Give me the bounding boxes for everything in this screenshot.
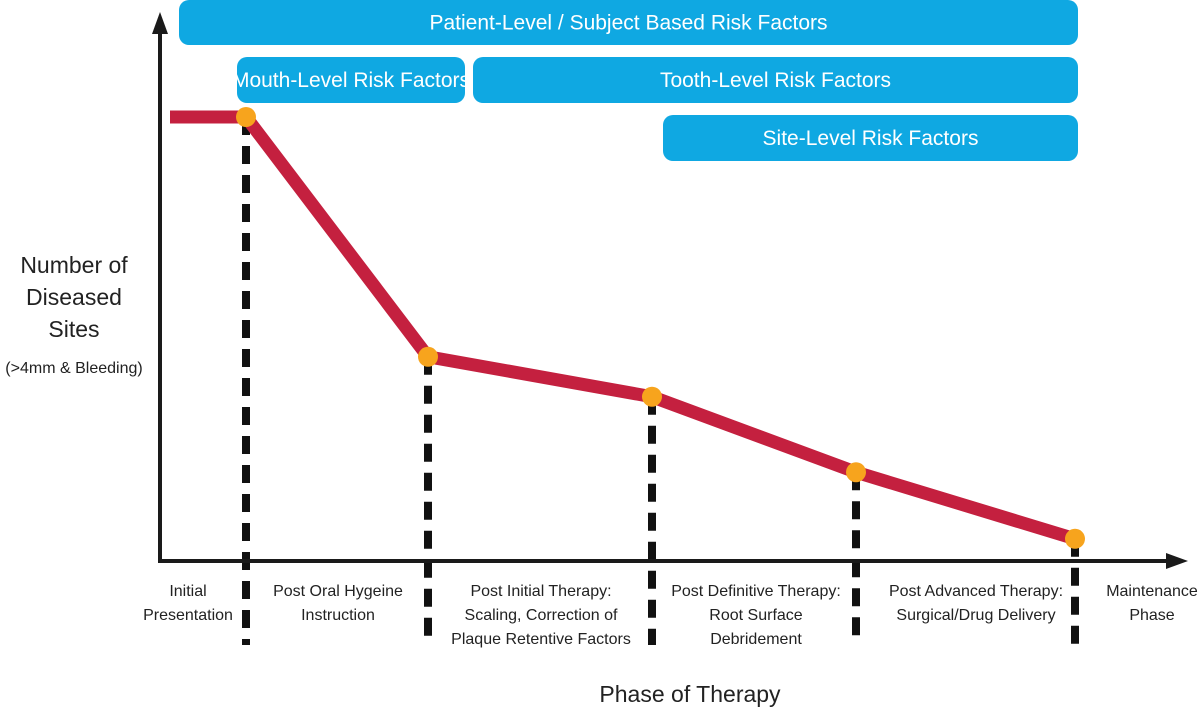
risk-band-2	[473, 57, 1078, 103]
phase-label-5-line-0: Maintenance	[1106, 583, 1198, 600]
data-point-4	[846, 462, 866, 483]
phase-label-4-line-0: Post Advanced Therapy:	[889, 583, 1063, 600]
phase-label-0: Initial Presentation	[143, 583, 233, 624]
x-axis-arrow	[1166, 553, 1188, 569]
phase-label-3-line-1: Root Surface	[709, 607, 802, 624]
y-axis-label-line-3: Sites	[48, 316, 99, 342]
disease-series	[170, 107, 1085, 549]
phase-label-5-line-1: Phase	[1129, 607, 1174, 624]
phase-label-3: Post Definitive Therapy: Root Surface Debr…	[671, 583, 841, 648]
risk-band-label-3: Site-Level Risk Factors	[763, 127, 979, 150]
risk-band-3	[663, 115, 1078, 161]
y-axis-label-note: (>4mm & Bleeding)	[5, 360, 142, 377]
phase-label-2-line-1: Scaling, Correction of	[465, 607, 619, 624]
risk-band-1	[237, 57, 465, 103]
phase-label-5: Maintenance Phase	[1106, 583, 1198, 624]
risk-band-label-2: Tooth-Level Risk Factors	[660, 69, 891, 92]
phase-label-1: Post Oral Hygeine Instruction	[273, 583, 403, 624]
phase-label-1-line-1: Instruction	[301, 607, 375, 624]
risk-band-label-1: Mouth-Level Risk Factors	[232, 69, 470, 92]
data-point-1	[236, 107, 256, 127]
phase-label-2-line-2: Plaque Retentive Factors	[451, 631, 631, 648]
risk-factor-bands: Patient-Level / Subject Based Risk Facto…	[179, 0, 1078, 161]
phase-label-4-line-1: Surgical/Drug Delivery	[896, 607, 1055, 624]
chart-axes	[152, 12, 1188, 569]
phase-label-3-line-2: Debridement	[710, 631, 802, 648]
y-axis-label-line-1: Number of	[20, 252, 128, 278]
x-axis-label: Phase of Therapy	[599, 681, 781, 707]
phase-dividers	[242, 117, 1079, 645]
risk-band-label-0: Patient-Level / Subject Based Risk Facto…	[429, 12, 827, 35]
data-point-3	[642, 386, 662, 407]
phase-label-2-line-0: Post Initial Therapy:	[470, 583, 611, 600]
phase-label-4: Post Advanced Therapy: Surgical/Drug Deli…	[889, 583, 1063, 624]
data-point-2	[418, 346, 438, 367]
phase-labels: Initial Presentation Post Oral Hygeine Inst…	[143, 583, 1198, 648]
data-point-5	[1065, 528, 1085, 549]
y-axis-arrow	[152, 12, 168, 34]
risk-band-0	[179, 0, 1078, 45]
phase-label-0-line-0: Initial	[169, 583, 206, 600]
y-axis-label-line-2: Diseased	[26, 284, 122, 310]
series-line	[170, 110, 1077, 546]
phase-label-3-line-0: Post Definitive Therapy:	[671, 583, 841, 600]
phase-label-0-line-1: Presentation	[143, 607, 233, 624]
phase-label-1-line-0: Post Oral Hygeine	[273, 583, 403, 600]
phase-label-2: Post Initial Therapy: Scaling, Correction…	[451, 583, 631, 648]
